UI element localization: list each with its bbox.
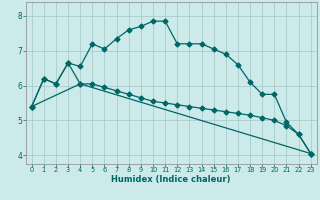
X-axis label: Humidex (Indice chaleur): Humidex (Indice chaleur) bbox=[111, 175, 231, 184]
